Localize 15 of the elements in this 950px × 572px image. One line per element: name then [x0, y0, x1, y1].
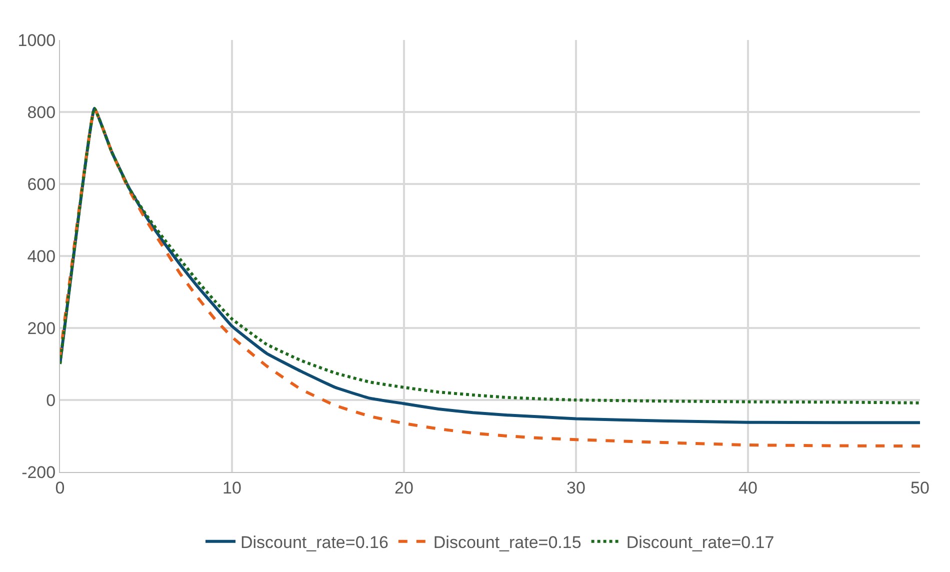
y-tick-label: 0 [46, 390, 56, 410]
y-tick-label: 200 [27, 318, 56, 338]
x-tick-label: 10 [222, 478, 242, 498]
legend-label: Discount_rate=0.16 [240, 533, 388, 552]
x-tick-label: 20 [394, 478, 414, 498]
y-tick-label: -200 [22, 462, 56, 482]
legend-label: Discount_rate=0.17 [626, 533, 774, 552]
y-tick-label: 1000 [18, 30, 56, 50]
y-tick-label: 800 [27, 102, 56, 122]
legend-label: Discount_rate=0.15 [433, 533, 582, 552]
x-tick-label: 30 [566, 478, 586, 498]
y-tick-label: 400 [27, 246, 56, 266]
x-tick-label: 40 [738, 478, 758, 498]
y-tick-label: 600 [27, 174, 56, 194]
x-tick-label: 50 [910, 478, 930, 498]
